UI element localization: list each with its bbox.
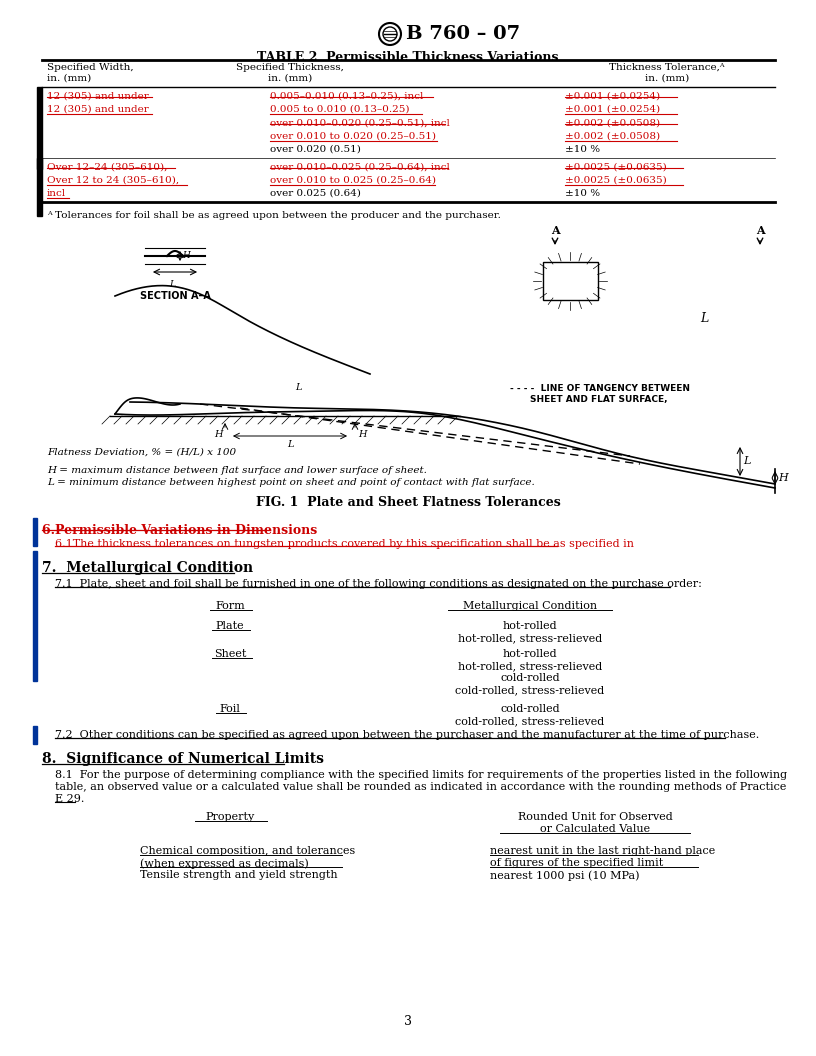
- Text: Thickness Tolerance,ᴬ: Thickness Tolerance,ᴬ: [610, 63, 725, 72]
- Text: 3: 3: [404, 1015, 412, 1027]
- Text: Form: Form: [215, 601, 245, 611]
- Text: 6.Permissible Variations in Dimensions: 6.Permissible Variations in Dimensions: [42, 524, 317, 538]
- Text: hot-rolled, stress-relieved: hot-rolled, stress-relieved: [458, 633, 602, 643]
- Text: Foil: Foil: [220, 704, 241, 714]
- Text: L: L: [286, 440, 293, 449]
- Text: L = minimum distance between highest point on sheet and point of contact with fl: L = minimum distance between highest poi…: [47, 478, 534, 487]
- Bar: [33, 727, 37, 744]
- Text: nearest unit in the last right-hand place: nearest unit in the last right-hand plac…: [490, 846, 716, 856]
- Text: L: L: [295, 383, 301, 393]
- Text: in. (mm): in. (mm): [268, 74, 313, 83]
- Text: TABLE 2  Permissible Thickness Variations: TABLE 2 Permissible Thickness Variations: [257, 51, 559, 64]
- Text: 7.  Metallurgical Condition: 7. Metallurgical Condition: [42, 561, 253, 576]
- Text: A: A: [551, 225, 559, 235]
- Text: Chemical composition, and tolerances: Chemical composition, and tolerances: [140, 846, 355, 856]
- Text: H = maximum distance between flat surface and lower surface of sheet.: H = maximum distance between flat surfac…: [47, 466, 427, 475]
- Text: Rounded Unit for Observed: Rounded Unit for Observed: [517, 812, 672, 822]
- Text: E 29.: E 29.: [55, 794, 84, 804]
- Text: in. (mm): in. (mm): [47, 74, 91, 83]
- Text: SHEET AND FLAT SURFACE,: SHEET AND FLAT SURFACE,: [530, 395, 667, 404]
- Text: 0.005 to 0.010 (0.13–0.25): 0.005 to 0.010 (0.13–0.25): [270, 105, 410, 114]
- Text: cold-rolled: cold-rolled: [500, 704, 560, 714]
- Text: cold-rolled: cold-rolled: [500, 673, 560, 683]
- Text: over 0.010 to 0.025 (0.25–0.64): over 0.010 to 0.025 (0.25–0.64): [270, 176, 436, 185]
- Text: incl: incl: [47, 189, 66, 199]
- Text: L: L: [169, 280, 175, 289]
- Text: ᴬ Tolerances for foil shall be as agreed upon between the producer and the purch: ᴬ Tolerances for foil shall be as agreed…: [47, 211, 501, 220]
- Text: Plate: Plate: [215, 621, 244, 631]
- Text: ±0.002 (±0.0508): ±0.002 (±0.0508): [565, 119, 660, 128]
- Text: over 0.010–0.020 (0.25–0.51), incl: over 0.010–0.020 (0.25–0.51), incl: [270, 119, 450, 128]
- Text: Flatness Deviation, % = (H/L) x 100: Flatness Deviation, % = (H/L) x 100: [47, 448, 236, 457]
- Text: over 0.010–0.025 (0.25–0.64), incl: over 0.010–0.025 (0.25–0.64), incl: [270, 163, 450, 172]
- Text: hot-rolled: hot-rolled: [503, 621, 557, 631]
- Text: 0.005–0.010 (0.13–0.25), incl: 0.005–0.010 (0.13–0.25), incl: [270, 92, 424, 101]
- Text: H: H: [357, 430, 366, 439]
- Text: ±0.002 (±0.0508): ±0.002 (±0.0508): [565, 132, 660, 142]
- Text: ±0.0025 (±0.0635): ±0.0025 (±0.0635): [565, 163, 667, 172]
- Bar: [37, 158, 42, 216]
- Text: (when expressed as decimals): (when expressed as decimals): [140, 857, 308, 869]
- Text: of figures of the specified limit: of figures of the specified limit: [490, 857, 663, 868]
- Text: Specified Thickness,: Specified Thickness,: [236, 63, 344, 72]
- Text: 12 (305) and under: 12 (305) and under: [47, 92, 149, 101]
- Text: 6.1The thickness tolerances on tungsten products covered by this specification s: 6.1The thickness tolerances on tungsten …: [55, 539, 634, 549]
- Text: 12 (305) and under: 12 (305) and under: [47, 105, 149, 114]
- Text: A: A: [756, 225, 765, 235]
- Text: - - - -  LINE OF TANGENCY BETWEEN: - - - - LINE OF TANGENCY BETWEEN: [510, 384, 690, 393]
- Text: over 0.025 (0.64): over 0.025 (0.64): [270, 189, 361, 199]
- Text: FIG. 1  Plate and Sheet Flatness Tolerances: FIG. 1 Plate and Sheet Flatness Toleranc…: [255, 496, 561, 509]
- Text: nearest 1000 psi (10 MPa): nearest 1000 psi (10 MPa): [490, 870, 640, 881]
- Text: ±0.0025 (±0.0635): ±0.0025 (±0.0635): [565, 176, 667, 185]
- Text: hot-rolled, stress-relieved: hot-rolled, stress-relieved: [458, 661, 602, 671]
- Text: hot-rolled: hot-rolled: [503, 649, 557, 659]
- Text: Tensile strength and yield strength: Tensile strength and yield strength: [140, 870, 338, 880]
- Text: cold-rolled, stress-relieved: cold-rolled, stress-relieved: [455, 716, 605, 727]
- Text: or Calculated Value: or Calculated Value: [540, 824, 650, 834]
- Text: Specified Width,: Specified Width,: [47, 63, 134, 72]
- Text: L: L: [743, 456, 751, 466]
- Text: ±0.001 (±0.0254): ±0.001 (±0.0254): [565, 105, 660, 114]
- Bar: [33, 518, 37, 546]
- Text: Metallurgical Condition: Metallurgical Condition: [463, 601, 597, 611]
- FancyBboxPatch shape: [543, 262, 598, 300]
- Text: 8.  Significance of Numerical Limits: 8. Significance of Numerical Limits: [42, 752, 324, 766]
- Text: table, an observed value or a calculated value shall be rounded as indicated in : table, an observed value or a calculated…: [55, 782, 787, 792]
- Text: over 0.010 to 0.020 (0.25–0.51): over 0.010 to 0.020 (0.25–0.51): [270, 132, 436, 142]
- Text: H: H: [182, 250, 190, 260]
- Text: ±10 %: ±10 %: [565, 145, 600, 154]
- Text: Over 12–24 (305–610),: Over 12–24 (305–610),: [47, 163, 167, 172]
- Text: Over 12 to 24 (305–610),: Over 12 to 24 (305–610),: [47, 176, 180, 185]
- Text: Sheet: Sheet: [214, 649, 246, 659]
- Bar: [37, 87, 42, 169]
- Text: ±0.001 (±0.0254): ±0.001 (±0.0254): [565, 92, 660, 101]
- Text: 7.2  Other conditions can be specified as agreed upon between the purchaser and : 7.2 Other conditions can be specified as…: [55, 730, 759, 740]
- Text: 7.1  Plate, sheet and foil shall be furnished in one of the following conditions: 7.1 Plate, sheet and foil shall be furni…: [55, 579, 702, 589]
- Text: H: H: [778, 473, 787, 483]
- Text: 8.1  For the purpose of determining compliance with the specified limits for req: 8.1 For the purpose of determining compl…: [55, 770, 787, 780]
- Text: over 0.020 (0.51): over 0.020 (0.51): [270, 145, 361, 154]
- Text: L: L: [700, 313, 708, 325]
- Bar: [33, 551, 37, 681]
- Text: B 760 – 07: B 760 – 07: [406, 25, 520, 43]
- Text: Property: Property: [206, 812, 255, 822]
- Text: cold-rolled, stress-relieved: cold-rolled, stress-relieved: [455, 685, 605, 695]
- Text: in. (mm): in. (mm): [645, 74, 690, 83]
- Text: ±10 %: ±10 %: [565, 189, 600, 199]
- Text: SECTION A–A: SECTION A–A: [140, 291, 211, 301]
- Text: H: H: [214, 430, 222, 439]
